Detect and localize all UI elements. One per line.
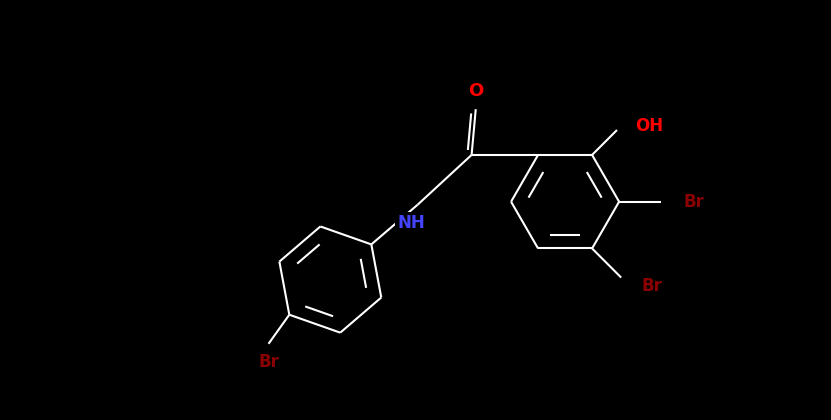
- Text: Br: Br: [258, 353, 279, 371]
- Text: NH: NH: [397, 214, 425, 232]
- Text: Br: Br: [642, 277, 663, 295]
- Text: OH: OH: [636, 117, 663, 135]
- Text: Br: Br: [684, 193, 705, 211]
- Text: O: O: [468, 82, 484, 100]
